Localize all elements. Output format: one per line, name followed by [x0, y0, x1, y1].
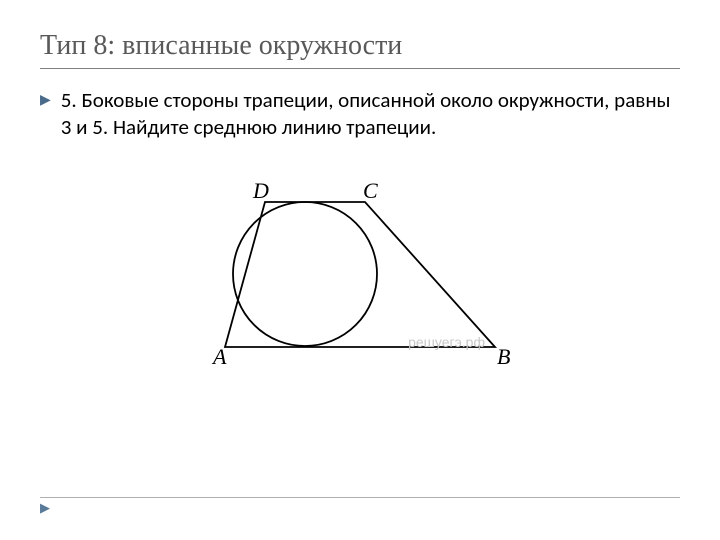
trapezoid-shape	[225, 202, 495, 347]
footer-divider	[40, 497, 680, 498]
footer-marker-icon: ▶	[40, 500, 50, 516]
problem-item: ▶ 5. Боковые стороны трапеции, описанной…	[40, 87, 680, 142]
page-title: Тип 8: вписанные окружности	[40, 30, 680, 69]
figure-container: A B C D решуегэ.рф	[40, 172, 680, 372]
vertex-label-a: A	[213, 344, 226, 370]
vertex-label-d: D	[253, 178, 269, 204]
vertex-label-b: B	[497, 344, 510, 370]
watermark-text: решуегэ.рф	[408, 334, 485, 350]
bullet-icon: ▶	[40, 92, 51, 109]
problem-text: 5. Боковые стороны трапеции, описанной о…	[61, 87, 680, 142]
vertex-label-c: C	[363, 178, 378, 204]
inscribed-circle	[233, 202, 377, 346]
geometry-figure: A B C D решуегэ.рф	[195, 172, 525, 372]
